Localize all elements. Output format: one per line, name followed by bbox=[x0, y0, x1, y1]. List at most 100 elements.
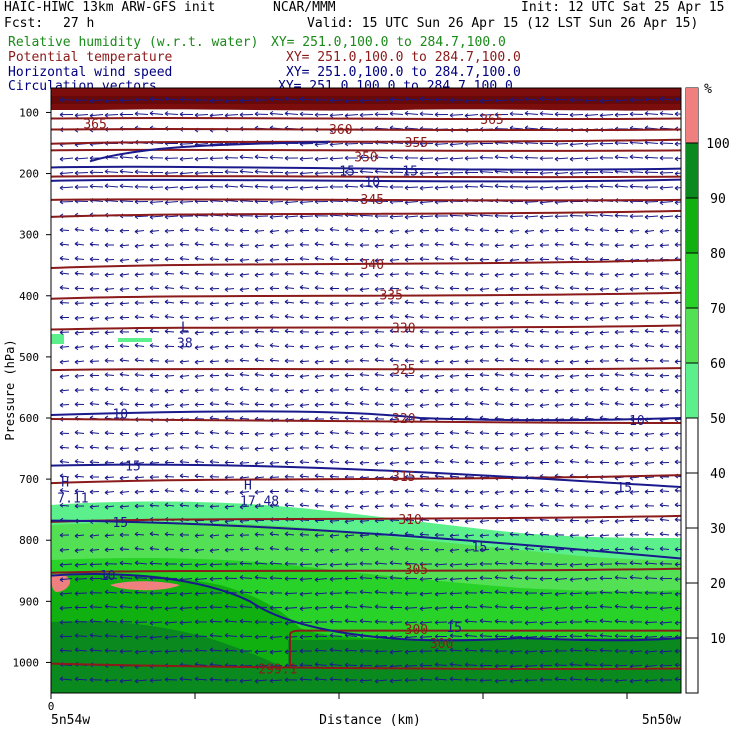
vector-1690 bbox=[209, 678, 223, 681]
vector-head-656 bbox=[449, 315, 454, 321]
vector-head-470 bbox=[179, 256, 184, 261]
vector-1191 bbox=[284, 504, 295, 507]
vector-head-176 bbox=[179, 156, 184, 162]
vector-82 bbox=[659, 112, 674, 115]
vector-430 bbox=[209, 243, 220, 246]
vector-head-507 bbox=[104, 272, 109, 278]
vector-head-1204 bbox=[479, 504, 484, 510]
vector-971 bbox=[134, 433, 145, 435]
vector-head-1087 bbox=[614, 460, 619, 466]
vector-head-230 bbox=[359, 168, 364, 174]
vector-head-1529 bbox=[314, 619, 319, 625]
vector-1410 bbox=[419, 578, 433, 580]
vector-397 bbox=[344, 229, 355, 231]
vector-head-1211 bbox=[584, 504, 589, 509]
vector-head-1398 bbox=[239, 575, 244, 580]
vector-942 bbox=[329, 417, 340, 420]
vector-441 bbox=[374, 244, 385, 247]
vector-head-885 bbox=[104, 400, 109, 406]
vector-1141 bbox=[164, 489, 175, 492]
vector-596 bbox=[179, 301, 190, 304]
vector-1369 bbox=[434, 563, 448, 566]
vector-head-756 bbox=[59, 359, 64, 365]
field-name-wind: Horizontal wind speed bbox=[8, 65, 173, 80]
vector-head-41 bbox=[674, 96, 679, 102]
wind-contour-4 bbox=[51, 463, 681, 489]
vector-1163 bbox=[494, 491, 505, 494]
vector-1174 bbox=[659, 490, 670, 492]
vector-head-1189 bbox=[254, 503, 259, 509]
vector-head-1459 bbox=[524, 590, 529, 596]
vector-1051 bbox=[74, 460, 85, 463]
vector-head-1008 bbox=[59, 444, 64, 450]
theta-label-6: 340 bbox=[361, 258, 384, 273]
vector-1195 bbox=[344, 505, 355, 508]
vector-888 bbox=[149, 404, 160, 406]
vector-head-1712 bbox=[539, 677, 544, 683]
vector-head-1209 bbox=[554, 502, 559, 508]
vector-1240 bbox=[389, 519, 400, 521]
vector-head-254 bbox=[89, 183, 94, 189]
vector-head-831 bbox=[554, 374, 559, 380]
vector-head-1168 bbox=[569, 488, 574, 494]
vector-head-908 bbox=[449, 401, 454, 407]
vector-head-568 bbox=[389, 286, 394, 292]
vector-head-1366 bbox=[389, 560, 394, 566]
vector-947 bbox=[404, 418, 415, 421]
vector-head-1148 bbox=[269, 489, 274, 494]
vector-head-1626 bbox=[509, 649, 514, 655]
vector-head-284 bbox=[539, 185, 544, 191]
vector-head-764 bbox=[179, 359, 184, 365]
vector-1407 bbox=[374, 576, 388, 579]
vector-head-1429 bbox=[74, 591, 79, 596]
vector-439 bbox=[344, 243, 355, 246]
vector-head-17 bbox=[314, 97, 319, 103]
vector-head-1190 bbox=[269, 503, 274, 508]
vector-head-1399 bbox=[254, 574, 259, 580]
vector-head-1520 bbox=[179, 620, 184, 626]
vector-head-1039 bbox=[524, 446, 529, 452]
vector-head-1354 bbox=[209, 562, 214, 568]
vector-head-486 bbox=[419, 256, 424, 262]
vector-1328 bbox=[449, 549, 460, 552]
vector-head-57 bbox=[284, 110, 289, 116]
vector-head-489 bbox=[464, 256, 469, 262]
vector-head-1376 bbox=[539, 561, 544, 567]
vector-head-944 bbox=[359, 415, 364, 421]
vector-head-253 bbox=[74, 184, 79, 190]
vector-head-43 bbox=[74, 113, 79, 118]
vector-1340 bbox=[629, 548, 640, 550]
vector-head-803 bbox=[134, 372, 139, 378]
vector-head-516 bbox=[239, 272, 244, 278]
vector-head-1543 bbox=[524, 620, 529, 626]
colorbar-tick-label-30: 30 bbox=[710, 522, 726, 537]
vector-head-970 bbox=[119, 431, 124, 437]
vector-994 bbox=[479, 432, 490, 434]
init-time: Init: 12 UTC Sat 25 Apr 15 bbox=[521, 0, 725, 15]
vector-head-863 bbox=[404, 388, 409, 394]
vector-1033 bbox=[434, 446, 445, 449]
vector-head-1522 bbox=[209, 618, 214, 624]
vector-head-867 bbox=[464, 387, 469, 392]
y-tick-label-500: 500 bbox=[19, 351, 39, 364]
vector-1302 bbox=[59, 549, 70, 551]
vector-946 bbox=[389, 418, 400, 421]
vector-915 bbox=[554, 404, 565, 406]
vector-head-894 bbox=[239, 401, 244, 406]
vector-811 bbox=[254, 373, 265, 376]
vector-22 bbox=[389, 98, 404, 101]
vector-head-167 bbox=[674, 141, 679, 147]
vector-243 bbox=[554, 172, 569, 175]
vector-334 bbox=[659, 201, 674, 204]
vector-head-608 bbox=[359, 301, 364, 307]
vector-1576 bbox=[389, 636, 403, 638]
vector-1586 bbox=[539, 636, 553, 639]
vector-292 bbox=[659, 186, 674, 189]
vector-head-159 bbox=[554, 141, 559, 147]
vector-1357 bbox=[254, 562, 268, 565]
vector-head-647 bbox=[314, 315, 319, 321]
vector-head-1541 bbox=[494, 618, 499, 624]
vector-851 bbox=[224, 388, 235, 391]
vector-1035 bbox=[464, 446, 475, 449]
